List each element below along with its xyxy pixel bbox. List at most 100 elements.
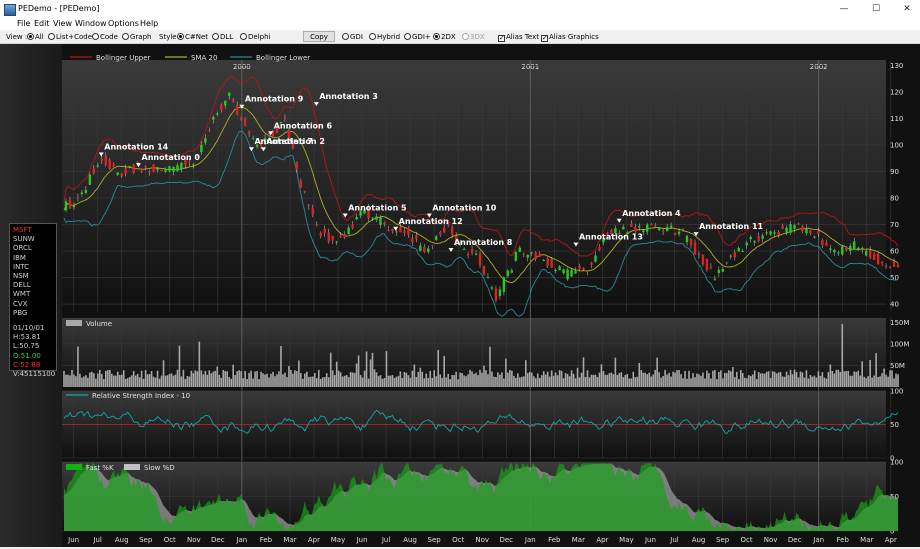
view-option-graph[interactable]: Graph — [122, 32, 151, 42]
menu-window[interactable]: Window — [75, 19, 107, 28]
render-option-gdiplus[interactable]: GDI+ — [404, 32, 431, 42]
menu-view[interactable]: View — [53, 19, 72, 28]
symbol-item[interactable]: MSFT — [13, 226, 32, 234]
year-label: 2000 — [233, 63, 251, 71]
volume-bar — [503, 378, 505, 387]
candlestick — [693, 242, 697, 255]
volume-bar — [136, 373, 139, 387]
view-option-code[interactable]: Code — [92, 32, 118, 42]
volume-bar — [200, 370, 203, 387]
candlestick — [717, 269, 721, 274]
volume-bar — [893, 378, 895, 387]
volume-bar — [568, 376, 571, 387]
legend-entry: Bollinger Upper — [96, 54, 151, 62]
volume-bar — [81, 377, 83, 387]
render-option-hybrid[interactable]: Hybrid — [369, 32, 400, 42]
symbol-item[interactable]: NSM — [13, 272, 29, 281]
style-label: Style — [159, 33, 177, 41]
volume-bar — [116, 371, 119, 387]
volume-bar — [429, 370, 432, 387]
volume-bar — [542, 371, 545, 387]
symbol-item[interactable]: DELL — [13, 281, 31, 290]
volume-bar — [825, 378, 828, 387]
candlestick — [200, 144, 203, 153]
symbol-item[interactable]: ORCL — [13, 244, 32, 253]
volume-bar — [405, 372, 408, 387]
alias-text-checkbox[interactable]: ✓Alias Text — [498, 33, 539, 42]
candlestick — [749, 236, 752, 240]
candlestick — [657, 227, 661, 231]
volume-bar — [718, 371, 720, 387]
symbol-item[interactable]: SUNW — [13, 235, 35, 244]
symbol-list[interactable]: MSFT SUNW ORCL IBM INTC NSM DELL WMT CVX PBG 01/1… — [9, 223, 57, 378]
volume-bar — [106, 370, 109, 387]
volume-bar — [383, 378, 386, 387]
alias-graphics-checkbox[interactable]: ✓Alias Graphics — [541, 33, 599, 42]
close-button[interactable]: ✕ — [903, 4, 911, 14]
candlestick — [598, 246, 601, 251]
volume-bar — [741, 373, 744, 387]
candlestick — [435, 236, 438, 240]
view-option-list-code[interactable]: List+Code — [48, 32, 92, 42]
volume-bar — [292, 373, 294, 387]
volume-bar — [505, 358, 507, 387]
financial-chart[interactable]: Jun Jul Aug Sep Oct Nov Dec Jan Feb Mar Apr May Jun J… — [0, 44, 920, 547]
maximize-button[interactable]: ☐ — [871, 4, 881, 14]
candlestick — [188, 161, 191, 163]
view-option-all[interactable]: All — [27, 32, 44, 42]
chart-area[interactable]: Jun Jul Aug Sep Oct Nov Dec Jan Feb Mar Apr May Jun J… — [0, 44, 920, 547]
volume-bar — [737, 379, 740, 387]
candlestick — [638, 226, 641, 228]
volume-bar — [475, 372, 477, 387]
volume-bar — [670, 376, 672, 387]
candlestick — [721, 268, 725, 272]
volume-bar — [672, 371, 674, 387]
symbol-item[interactable]: PBG — [13, 308, 28, 317]
x-tick-label: Apr — [308, 536, 320, 544]
candlestick — [566, 269, 569, 280]
symbol-item[interactable]: WMT — [13, 290, 31, 299]
style-option-dll[interactable]: DLL — [212, 32, 233, 42]
symbol-item[interactable]: IBM — [13, 253, 26, 262]
volume-bar — [327, 377, 330, 387]
menu-help[interactable]: Help — [140, 19, 159, 28]
render-option-2dx[interactable]: 2DX — [433, 32, 456, 42]
symbol-item[interactable]: INTC — [13, 262, 30, 271]
style-option-csharp[interactable]: C#Net — [177, 32, 208, 42]
volume-bar — [192, 373, 195, 387]
menu-edit[interactable]: Edit — [34, 19, 50, 28]
candlestick — [263, 138, 267, 145]
y-tick-label: 80 — [890, 194, 899, 202]
candlestick — [697, 253, 701, 256]
volume-bar — [461, 373, 463, 387]
volume-bar — [809, 375, 812, 387]
candlestick — [271, 130, 275, 136]
copy-button[interactable]: Copy — [303, 31, 335, 42]
x-tick-label: Aug — [115, 536, 129, 544]
candlestick — [884, 265, 888, 267]
volume-bar — [662, 375, 664, 387]
minimize-button[interactable]: — — [839, 4, 849, 14]
legend-entry: Bollinger Lower — [256, 54, 310, 62]
volume-bar — [566, 373, 569, 387]
candlestick — [765, 232, 768, 234]
candlestick — [359, 211, 362, 216]
volume-bar — [230, 378, 233, 387]
year-label: 2002 — [810, 63, 828, 71]
menu-options[interactable]: Options — [108, 19, 139, 28]
candlestick — [502, 277, 506, 292]
style-option-delphi[interactable]: Delphi — [240, 32, 270, 42]
menu-file[interactable]: File — [17, 19, 31, 28]
volume-bar — [300, 372, 302, 387]
symbol-item[interactable]: CVX — [13, 299, 28, 308]
volume-bar — [202, 374, 205, 387]
volume-bar — [526, 373, 529, 387]
radio-icon — [48, 33, 55, 40]
volume-bar — [524, 360, 527, 387]
volume-bar — [554, 372, 557, 387]
annotation-label: Annotation 5 — [348, 204, 407, 213]
render-option-gdi[interactable]: GDI — [342, 32, 363, 42]
candlestick — [307, 205, 311, 207]
candlestick — [681, 230, 685, 232]
candlestick — [319, 232, 322, 237]
